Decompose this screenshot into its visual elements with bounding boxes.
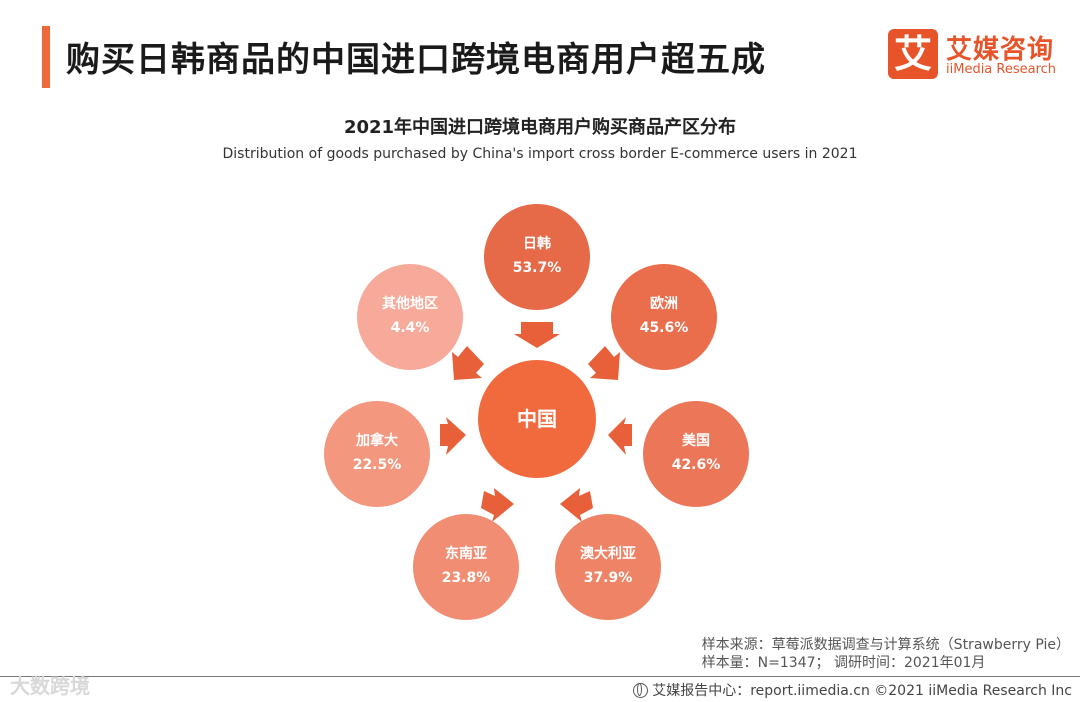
node-value: 4.4% [390,320,430,336]
node-label: 其他地区 [382,296,438,312]
watermark: 大数跨境 [10,674,90,698]
node-value: 45.6% [639,320,689,336]
node-europe: 欧洲 45.6% [611,264,717,370]
node-value: 22.5% [352,457,402,473]
chart-title-cn: 2021年中国进口跨境电商用户购买商品产区分布 [343,117,737,138]
arrow-icon-upper-right [588,346,620,380]
chart-title-en: Distribution of goods purchased by China… [222,146,858,162]
node-other-regions: 其他地区 4.4% [357,264,463,370]
footer-divider [0,676,1080,677]
node-label: 欧洲 [650,296,678,312]
node-label: 日韩 [523,236,551,252]
center-node: 中国 [478,360,596,478]
arrow-icon-left [440,417,466,455]
arrow-icon-lower-left [481,488,514,522]
node-value: 23.8% [441,570,491,586]
node-value: 53.7% [512,260,562,276]
footer: 艾媒报告中心：report.iimedia.cn ©2021 iiMedia R… [633,680,1072,700]
title-accent-bar [42,26,50,88]
node-label: 美国 [682,433,710,449]
arrow-icon-upper-left [452,346,484,380]
node-southeast-asia: 东南亚 23.8% [413,514,519,620]
arrow-icon-lower-right [560,488,593,522]
arrow-icon-right [608,417,632,455]
source-line-2: 样本量：N=1347； 调研时间：2021年01月 [701,655,986,671]
footer-text: 艾媒报告中心：report.iimedia.cn ©2021 iiMedia R… [652,683,1072,699]
page-title: 购买日韩商品的中国进口跨境电商用户超五成 [66,40,766,80]
center-node-label: 中国 [517,407,557,431]
logo-mark-icon: 艾 [888,29,938,79]
node-label: 东南亚 [445,546,487,562]
source-line-1: 样本来源：草莓派数据调查与计算系统（Strawberry Pie） [701,637,1070,653]
logo-name-en: iiMedia Research [946,62,1057,77]
node-usa: 美国 42.6% [643,401,749,507]
node-australia: 澳大利亚 37.9% [555,514,661,620]
node-value: 37.9% [583,570,633,586]
source-note: 样本来源：草莓派数据调查与计算系统（Strawberry Pie） 样本量：N=… [702,636,1070,672]
node-japan-korea: 日韩 53.7% [484,204,590,310]
brand-logo: 艾 艾媒咨询 iiMedia Research [888,29,1063,81]
node-label: 澳大利亚 [580,546,636,562]
node-canada: 加拿大 22.5% [324,401,430,507]
arrow-icon-top [514,322,560,348]
globe-icon [633,682,649,698]
node-value: 42.6% [671,457,721,473]
node-label: 加拿大 [356,433,398,449]
logo-name-cn: 艾媒咨询 [946,35,1055,65]
